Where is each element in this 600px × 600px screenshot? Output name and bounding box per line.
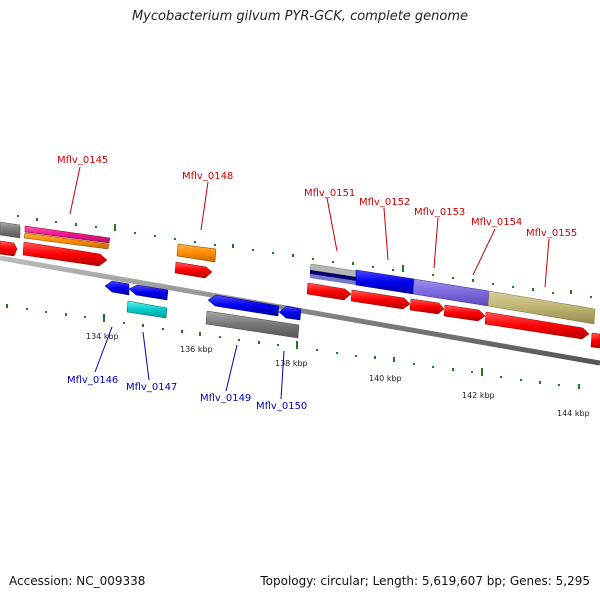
leader-mflv0149 bbox=[225, 344, 238, 392]
feature-cds-edge bbox=[0, 240, 18, 257]
leader-mflv0145 bbox=[69, 166, 81, 215]
feature-cds-4 bbox=[443, 304, 486, 322]
feature-cds-2 bbox=[350, 289, 411, 310]
scale-label-140kbp: 140 kbp bbox=[369, 374, 402, 383]
feature-mflv0152-blue bbox=[355, 269, 415, 295]
feature-mflv0151-lavender bbox=[310, 274, 356, 285]
leader-mflv0153 bbox=[433, 217, 439, 269]
reverse-features bbox=[104, 280, 302, 339]
gene-label-mflv0155: Mflv_0155 bbox=[526, 228, 577, 239]
feature-mflv0147-blue bbox=[128, 284, 169, 301]
gene-label-mflv0149: Mflv_0149 bbox=[200, 393, 251, 404]
upper-tick-row bbox=[17, 215, 592, 298]
forward-features bbox=[0, 221, 600, 349]
scale-label-136kbp: 136 kbp bbox=[180, 345, 213, 354]
gene-label-mflv0151: Mflv_0151 bbox=[304, 188, 355, 199]
feature-mflv0146-blue bbox=[104, 280, 130, 296]
accession-text: Accession: NC_009338 bbox=[9, 574, 146, 588]
scale-label-134kbp: 134 kbp bbox=[86, 332, 119, 341]
feature-cds-6 bbox=[590, 332, 600, 349]
leader-mflv0155 bbox=[544, 238, 550, 288]
gene-label-mflv0148: Mflv_0148 bbox=[182, 171, 233, 182]
leader-mflv0152 bbox=[383, 207, 389, 261]
gene-label-mflv0147: Mflv_0147 bbox=[126, 382, 177, 393]
feature-mflv0149-blue bbox=[207, 294, 280, 317]
gene-label-mflv0153: Mflv_0153 bbox=[414, 207, 465, 218]
leader-mflv0151 bbox=[326, 197, 338, 252]
feature-mflv0145-pink bbox=[24, 225, 111, 244]
gene-label-mflv0154: Mflv_0154 bbox=[471, 217, 522, 228]
leader-mflv0147 bbox=[142, 331, 150, 381]
feature-mflv0148-orange bbox=[176, 243, 217, 263]
topology-summary: Topology: circular; Length: 5,619,607 bp… bbox=[260, 574, 590, 588]
leader-mflv0154 bbox=[472, 228, 496, 276]
lower-tick-row bbox=[6, 304, 580, 389]
map-title: Mycobacterium gilvum PYR-GCK, complete g… bbox=[131, 9, 469, 24]
feature-mflv0145-orange bbox=[23, 232, 110, 250]
feature-mflv0150-blue bbox=[278, 305, 302, 321]
feature-mflv0149-gray bbox=[205, 310, 300, 339]
label-leaders bbox=[69, 166, 550, 400]
gene-label-mflv0146: Mflv_0146 bbox=[67, 375, 118, 386]
gene-label-mflv0150: Mflv_0150 bbox=[256, 401, 307, 412]
leader-mflv0150 bbox=[280, 350, 285, 400]
scale-label-138kbp: 138 kbp bbox=[275, 359, 308, 368]
leader-mflv0148 bbox=[200, 181, 209, 231]
feature-cds-1 bbox=[306, 282, 352, 301]
gene-label-mflv0152: Mflv_0152 bbox=[359, 197, 410, 208]
gene-label-mflv0145: Mflv_0145 bbox=[57, 155, 108, 166]
scale-label-144kbp: 144 kbp bbox=[557, 409, 590, 418]
feature-mflv0145-cds bbox=[22, 241, 108, 267]
scale-label-142kbp: 142 kbp bbox=[462, 391, 495, 400]
feature-mflv0151-navy bbox=[310, 270, 356, 281]
feature-mflv0147-cyan bbox=[126, 300, 168, 319]
feature-mflv0155-khaki bbox=[487, 290, 596, 325]
leader-mflv0146 bbox=[94, 326, 113, 373]
feature-cds-3 bbox=[409, 298, 445, 315]
scale-labels: 134 kbp 136 kbp 138 kbp 140 kbp 142 kbp … bbox=[86, 332, 590, 418]
feature-mflv0148-cds bbox=[174, 261, 213, 279]
feature-cds-5 bbox=[484, 311, 590, 340]
feature-gray-edge bbox=[0, 221, 21, 239]
gene-labels: Mflv_0145 Mflv_0148 Mflv_0151 Mflv_0152 … bbox=[57, 155, 577, 412]
